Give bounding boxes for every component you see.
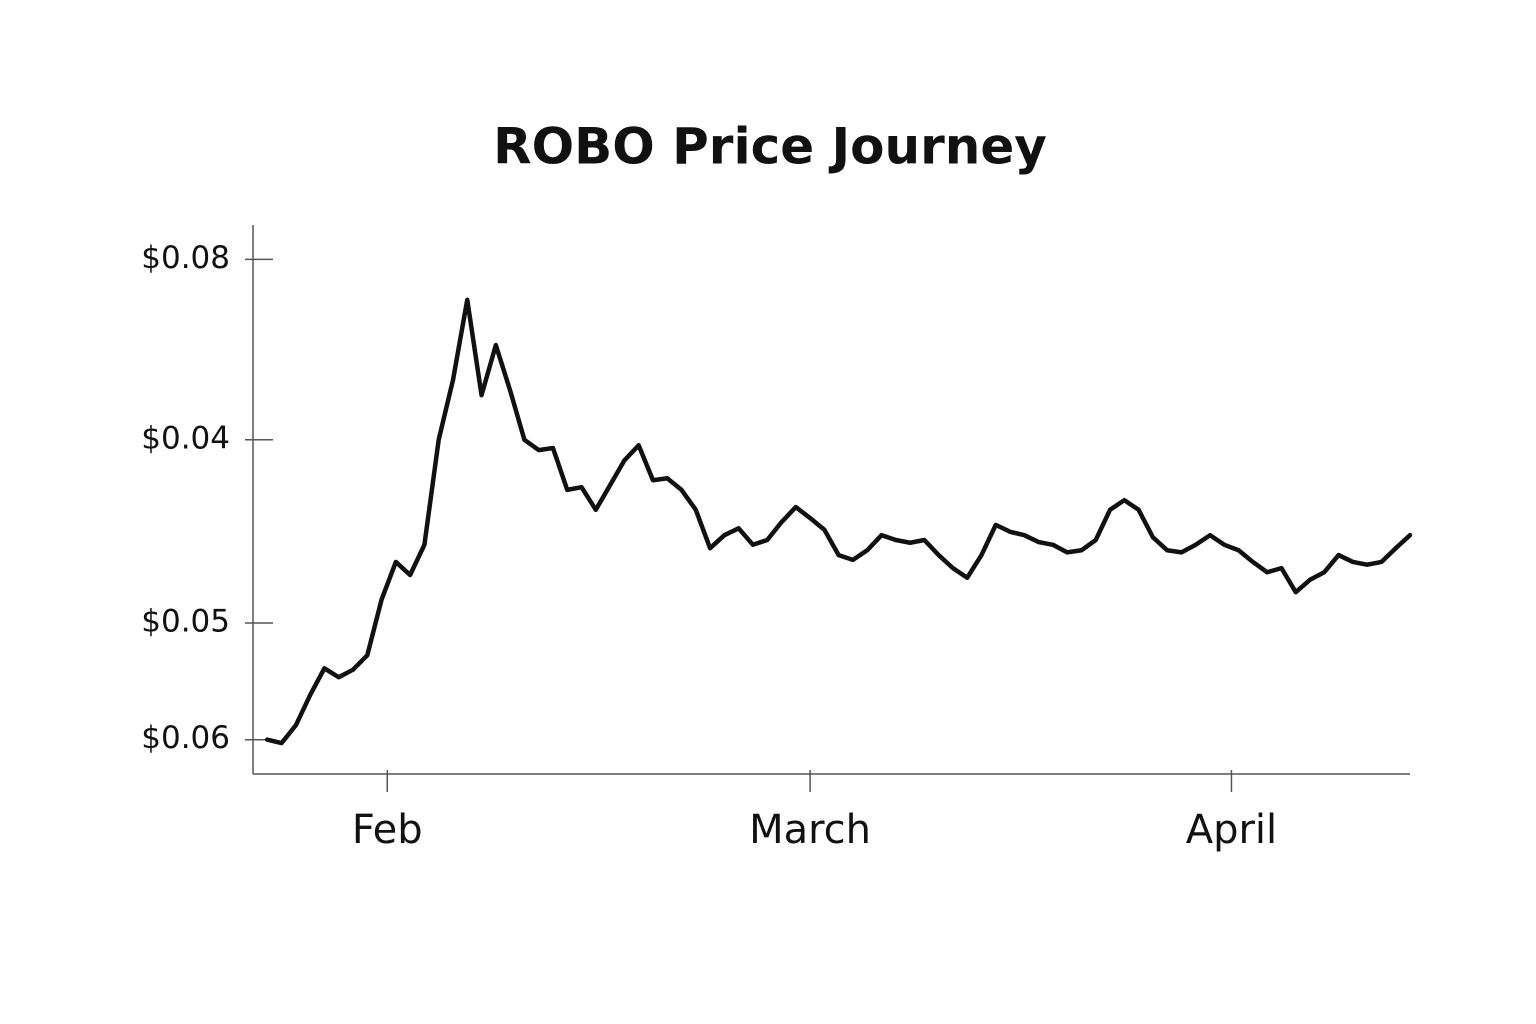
chart-title: ROBO Price Journey — [493, 118, 1047, 176]
y-tick-label: $0.04 — [141, 420, 230, 456]
x-tick-label: March — [749, 807, 871, 853]
x-tick-label: April — [1186, 807, 1277, 853]
y-tick-label: $0.08 — [141, 240, 230, 276]
price-line — [265, 297, 1413, 746]
x-tick-label: Feb — [352, 807, 423, 853]
y-tick-label: $0.06 — [141, 720, 230, 756]
y-tick-label: $0.05 — [141, 604, 230, 640]
